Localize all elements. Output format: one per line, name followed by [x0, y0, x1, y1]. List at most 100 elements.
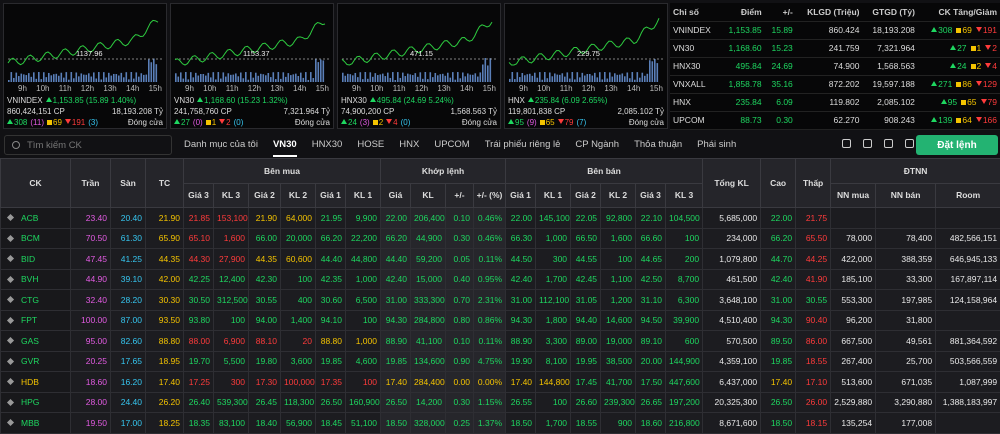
cell: 17.40 [506, 372, 536, 393]
tab[interactable]: Thỏa thuận [634, 134, 682, 157]
index-cell: 2,085.102 [862, 93, 917, 111]
volume-bar [574, 79, 576, 82]
volume-bar [113, 74, 115, 82]
cell: 167,897,114 [936, 269, 1000, 290]
cell: 14,200 [411, 392, 446, 413]
volume-bar [16, 73, 18, 82]
volume-bar [91, 77, 93, 82]
cell: 300 [536, 249, 571, 270]
cell: 41,100 [411, 331, 446, 352]
up-count: 139 [931, 115, 952, 125]
volume-bar [405, 76, 407, 82]
index-cell: 74.900 [796, 57, 863, 75]
cell: 94.10 [316, 310, 346, 331]
volume-bar [203, 74, 205, 82]
tab[interactable]: HNX30 [312, 134, 343, 157]
volume-bar [452, 72, 454, 82]
cell: 17.45 [571, 372, 601, 393]
tab[interactable]: VN30 [273, 134, 297, 157]
cell: 88.00 [184, 331, 214, 352]
volume-bar [138, 77, 140, 82]
volume-bar [260, 74, 262, 82]
cell: 197,985 [876, 290, 936, 311]
icon[interactable] [884, 139, 893, 148]
volume-bar [290, 75, 292, 82]
volume-bar [293, 74, 295, 82]
cell: 0.25 [446, 413, 474, 434]
volume-bar [230, 75, 232, 82]
volume-bar [559, 75, 561, 82]
symbol: CTG [1, 290, 71, 311]
cell: 0.11% [474, 331, 506, 352]
volume-bar [275, 79, 277, 82]
ref-count: 69 [47, 118, 62, 127]
volume-bar [422, 79, 424, 82]
volume-bar [577, 72, 579, 82]
cell: 39,900 [666, 310, 703, 331]
tab[interactable]: HNX [399, 134, 419, 157]
value: 18,193.208 Tỷ [112, 107, 163, 116]
volume-bar [534, 73, 536, 82]
cell: 17.40 [761, 372, 796, 393]
time-label: 13h [604, 84, 617, 93]
up-count: 271 [931, 79, 952, 89]
down-count: 4 [386, 118, 397, 127]
sub-header-cell: +/- [446, 183, 474, 208]
cell: 0.90 [446, 351, 474, 372]
ceiling-count: (0) [193, 118, 203, 127]
header-cell: CK Tăng/Giảm [918, 3, 1000, 21]
reference-label: 1137.96 [76, 49, 103, 58]
tab[interactable]: Danh mục của tôi [184, 134, 258, 157]
icon[interactable] [863, 139, 872, 148]
time-label: 9h [185, 84, 194, 93]
volume-bar [320, 60, 322, 82]
icon[interactable] [842, 139, 851, 148]
time-label: 11h [59, 84, 72, 93]
tab[interactable]: HOSE [357, 134, 384, 157]
cell: 1,200 [601, 290, 636, 311]
tab[interactable]: Phái sinh [697, 134, 736, 157]
volume-bar [360, 72, 362, 82]
volume-bar [387, 73, 389, 82]
header-cell: GTGD (Tỷ) [862, 3, 917, 21]
index-cell: 241.759 [796, 39, 863, 57]
volume-bar [250, 72, 252, 82]
volume-bar [235, 73, 237, 82]
tab[interactable]: Trái phiếu riêng lẻ [485, 134, 561, 157]
tab[interactable]: CP Ngành [575, 134, 619, 157]
volume-bar [220, 79, 222, 82]
cell: 2.31% [474, 290, 506, 311]
search-box[interactable]: Tìm kiếm CK [4, 135, 172, 155]
ref-count: 65 [540, 118, 555, 127]
cell: 400 [281, 290, 316, 311]
cell: 44.40 [381, 249, 411, 270]
volume-bar [584, 76, 586, 82]
tab[interactable]: UPCOM [434, 134, 469, 157]
cell: 513,600 [831, 372, 876, 393]
order-button[interactable]: Đặt lệnh [916, 135, 998, 155]
cell: 21.90 [146, 208, 184, 229]
time-label: 14h [627, 84, 640, 93]
cell: 51,100 [346, 413, 381, 434]
index-change: 495.84 (24.69 5.24%) [370, 96, 454, 105]
volume-bar [178, 77, 180, 82]
cell: 21.90 [249, 208, 281, 229]
icon[interactable] [905, 139, 914, 148]
volume-bar [552, 76, 554, 82]
index-cell: 35.16 [765, 75, 796, 93]
volume-bar [467, 73, 469, 82]
